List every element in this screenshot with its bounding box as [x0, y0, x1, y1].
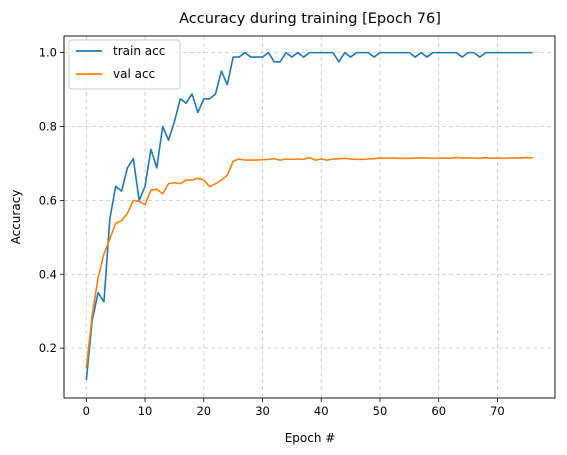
y-tick-label: 0.4: [39, 267, 57, 281]
axis-ticks: 0 10 20 30 40 50 60 70 0.2 0.4 0.6 0.8 1.0: [39, 46, 505, 418]
y-tick-label: 0.8: [39, 120, 57, 134]
x-tick-label: 40: [314, 404, 329, 418]
chart-title: Accuracy during training [Epoch 76]: [179, 11, 441, 27]
x-tick-label: 10: [138, 404, 153, 418]
legend: train acc val acc: [68, 39, 181, 90]
plot-area-frame: [63, 35, 556, 399]
y-axis-label: Accuracy: [9, 190, 23, 245]
y-tick-label: 1.0: [39, 46, 57, 60]
x-tick-label: 70: [490, 404, 505, 418]
y-tick-label: 0.2: [39, 341, 57, 355]
x-tick-label: 30: [255, 404, 270, 418]
x-tick-label: 50: [373, 404, 388, 418]
legend-val-label: val acc: [113, 67, 155, 81]
x-tick-label: 0: [83, 404, 90, 418]
y-tick-label: 0.6: [39, 193, 57, 207]
val-acc-line: [85, 156, 533, 369]
x-axis-label: Epoch #: [285, 431, 336, 445]
x-tick-label: 20: [196, 404, 211, 418]
legend-box: [68, 39, 181, 90]
legend-train-label: train acc: [113, 44, 165, 58]
train-acc-line: [85, 51, 533, 381]
series-lines: [85, 51, 533, 381]
x-tick-label: 60: [431, 404, 446, 418]
